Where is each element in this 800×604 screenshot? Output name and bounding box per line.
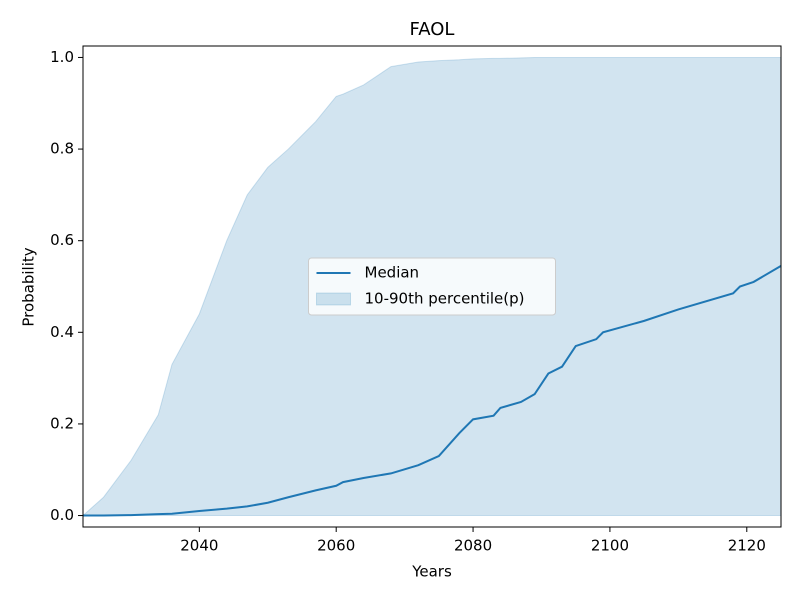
- x-tick-label: 2120: [728, 537, 766, 555]
- plot-frame: [82, 45, 782, 528]
- y-tick-label: 0.2: [50, 414, 74, 432]
- x-tick-label: 2040: [180, 537, 218, 555]
- chart-title: FAOL: [410, 19, 455, 40]
- x-axis-label: Years: [411, 563, 452, 581]
- legend-label: 10-90th percentile(p): [365, 290, 525, 308]
- y-tick-label: 0.6: [50, 231, 74, 249]
- y-tick-label: 0.0: [50, 506, 74, 524]
- y-tick-label: 1.0: [50, 48, 74, 66]
- legend-label: Median: [365, 264, 420, 282]
- x-tick-label: 2080: [454, 537, 492, 555]
- legend: Median 10-90th percentile(p): [308, 257, 556, 316]
- median-line: [83, 265, 782, 517]
- y-tick-label: 0.4: [50, 323, 74, 341]
- y-tick-label: 0.8: [50, 140, 74, 158]
- x-tick-label: 2060: [317, 537, 355, 555]
- legend-swatch: [316, 292, 351, 306]
- x-tick-label: 2100: [591, 537, 629, 555]
- y-axis-label: Probability: [20, 247, 38, 326]
- legend-box: [308, 257, 556, 316]
